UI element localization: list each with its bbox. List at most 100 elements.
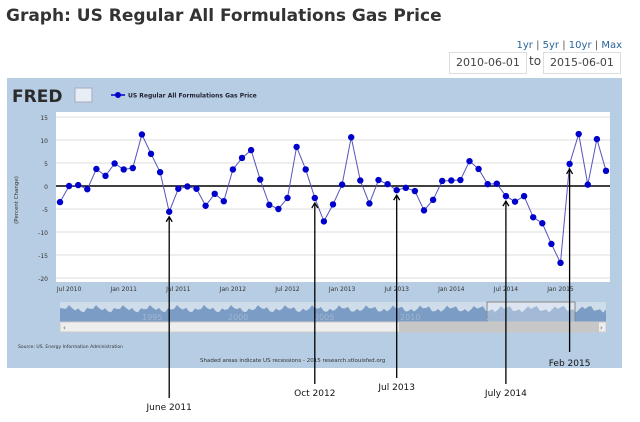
data-point	[348, 134, 355, 141]
footer-text: Shaded areas indicate US recessions - 20…	[200, 358, 385, 364]
data-point	[202, 202, 209, 209]
y-tick-label: 0	[44, 184, 48, 191]
legend-marker	[115, 92, 121, 98]
y-tick-label: -20	[38, 276, 48, 283]
date-to-label: to	[529, 54, 542, 68]
data-point	[211, 190, 218, 198]
data-point	[284, 194, 291, 202]
data-point	[566, 160, 573, 168]
data-point	[84, 186, 91, 193]
data-point	[357, 177, 364, 184]
source-text: Source: US. Energy Information Administr…	[18, 344, 123, 350]
y-tick-label: -15	[38, 253, 48, 260]
x-tick-label: Jul 2010	[56, 286, 82, 293]
y-tick-label: 10	[40, 138, 48, 145]
data-point	[475, 165, 482, 173]
navigator-label: 1995	[142, 313, 162, 322]
data-point	[156, 169, 164, 176]
arrow-head	[566, 167, 574, 175]
arrow-head	[311, 201, 319, 209]
scroll-right-button[interactable]: ›	[600, 324, 603, 332]
data-point	[238, 154, 246, 162]
data-point	[375, 176, 382, 184]
date-from-input[interactable]: 2010-06-01	[449, 52, 527, 74]
navigator-series	[60, 305, 606, 322]
y-axis-label: (Percent Change)	[14, 176, 20, 224]
data-point	[557, 259, 564, 267]
arrow-head	[393, 193, 401, 201]
data-point	[138, 131, 146, 138]
arrow-head	[502, 199, 510, 207]
annotation-label: Oct 2012	[294, 389, 335, 399]
data-point	[384, 180, 391, 188]
x-tick-label: Jan 2013	[328, 286, 356, 293]
range-10yr[interactable]: 10yr	[568, 40, 592, 51]
data-point	[420, 207, 428, 214]
scroll-left-button[interactable]: ‹	[63, 324, 66, 332]
navigator-label: 2005	[314, 313, 334, 322]
data-point	[220, 197, 227, 205]
data-point	[602, 167, 610, 175]
data-point	[530, 214, 537, 221]
y-tick-label: -10	[38, 230, 48, 237]
data-point	[302, 166, 309, 173]
data-point	[511, 198, 519, 205]
data-point	[111, 160, 118, 167]
data-point	[257, 176, 264, 183]
navigator-label: 2000	[228, 313, 248, 322]
data-point	[266, 201, 273, 209]
data-point	[520, 192, 528, 200]
date-to-input[interactable]: 2015-06-01	[543, 52, 621, 74]
annotation-label: July 2014	[484, 389, 527, 399]
data-point	[466, 157, 473, 165]
data-point	[411, 187, 419, 195]
data-point	[129, 164, 136, 172]
data-point	[65, 182, 73, 190]
x-tick-label: Jan 2015	[546, 286, 574, 293]
data-point	[166, 208, 173, 215]
range-max[interactable]: Max	[601, 40, 622, 51]
scrollbar-thumb[interactable]	[399, 322, 599, 332]
data-point	[75, 181, 82, 189]
data-point	[293, 143, 300, 151]
navigator-label: 2015	[486, 313, 506, 322]
x-tick-label: Jul 2011	[165, 286, 191, 293]
navigator-label: 2010	[400, 313, 420, 322]
data-point	[311, 194, 318, 202]
data-point	[484, 180, 491, 188]
range-5yr[interactable]: 5yr	[542, 40, 560, 51]
data-point	[102, 172, 109, 180]
range-1yr[interactable]: 1yr	[516, 40, 533, 51]
data-point	[448, 177, 455, 184]
data-point	[329, 201, 337, 208]
data-point	[320, 218, 328, 225]
data-point	[584, 181, 591, 188]
data-point	[338, 181, 346, 188]
data-point	[393, 186, 400, 194]
page-title: Graph: US Regular All Formulations Gas P…	[6, 6, 442, 26]
data-point	[539, 220, 546, 227]
data-point	[184, 183, 191, 190]
data-point	[575, 130, 582, 138]
legend-label: US Regular All Formulations Gas Price	[128, 93, 257, 100]
logo-chart-icon	[74, 87, 93, 103]
x-tick-label: Jan 2011	[109, 286, 137, 293]
data-point	[229, 166, 237, 173]
data-point	[175, 185, 182, 192]
annotation-label: Jul 2013	[377, 383, 415, 393]
y-tick-label: 15	[40, 115, 48, 122]
scrollbar-track[interactable]	[59, 321, 607, 333]
data-point	[120, 166, 127, 173]
data-point	[56, 198, 64, 206]
data-point	[439, 177, 446, 185]
data-point	[493, 180, 500, 187]
data-point	[429, 196, 437, 203]
annotation-label: Feb 2015	[549, 359, 591, 369]
annotation-label: June 2011	[146, 403, 192, 413]
y-tick-label: -5	[42, 207, 48, 214]
data-point	[247, 146, 255, 154]
data-point	[548, 240, 555, 248]
data-point	[502, 192, 510, 200]
data-point	[366, 200, 373, 207]
